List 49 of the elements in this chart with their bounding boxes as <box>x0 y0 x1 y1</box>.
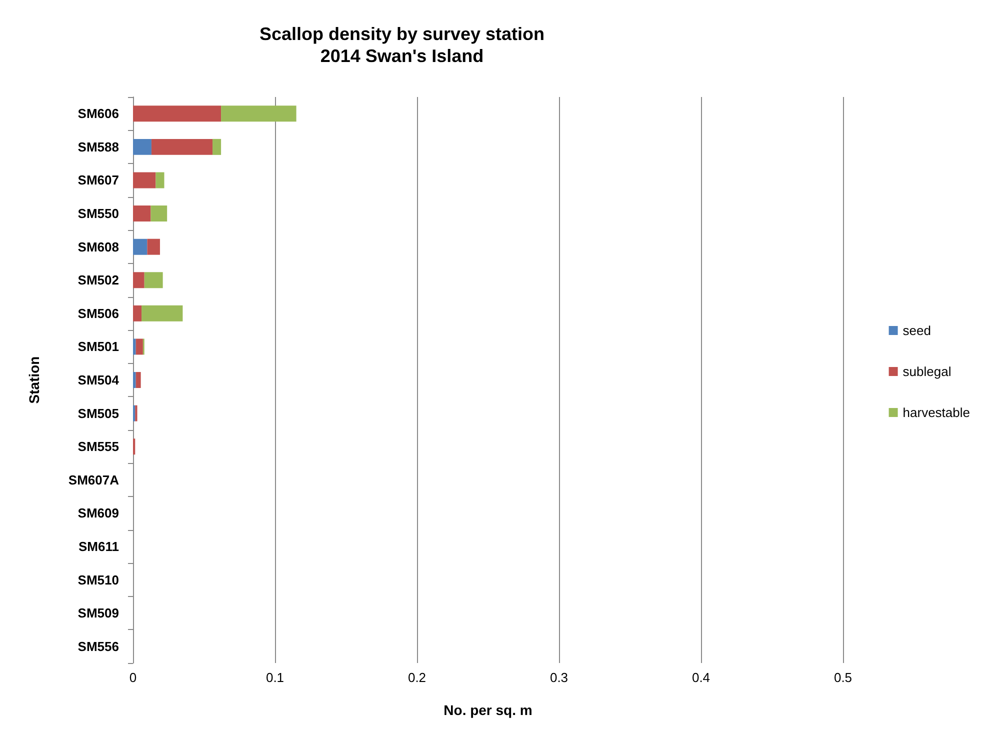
bar <box>133 305 142 322</box>
bar <box>144 272 163 288</box>
y-tick-label: SM608 <box>78 239 119 254</box>
bar <box>136 338 143 355</box>
bar <box>133 206 151 222</box>
bar <box>156 172 164 188</box>
x-tick-label: 0 <box>129 670 137 685</box>
y-tick-label: SM550 <box>78 206 119 222</box>
x-tick-label: 0.3 <box>550 670 568 685</box>
bar <box>142 305 183 322</box>
y-tick-label: SM607A <box>68 472 120 488</box>
bar <box>133 272 144 288</box>
x-tick-label: 0.5 <box>834 670 852 685</box>
y-tick-label: SM607 <box>78 172 119 188</box>
y-tick-label: SM588 <box>78 139 119 154</box>
chart-subtitle: 2014 Swan's Island <box>320 46 484 66</box>
bar <box>212 138 222 155</box>
y-tick-label: SM556 <box>78 638 119 654</box>
x-tick-label: 0.4 <box>692 670 710 685</box>
bar <box>147 238 160 255</box>
bar <box>136 372 141 388</box>
y-tick-label: SM502 <box>78 272 119 288</box>
bar <box>133 172 156 188</box>
x-axis-title: No. per sq. m <box>444 702 532 718</box>
y-tick-label: SM611 <box>78 538 119 554</box>
bar <box>221 106 296 122</box>
x-tick-label: 0.1 <box>266 670 284 685</box>
bar <box>133 238 148 255</box>
y-tick-label: SM504 <box>78 372 120 388</box>
y-tick-label: SM501 <box>78 339 119 354</box>
bar <box>133 138 152 155</box>
y-tick-label: SM606 <box>78 106 119 122</box>
legend-label: harvestable <box>902 405 970 420</box>
x-tick-label: 0.2 <box>408 670 426 685</box>
y-tick-label: SM506 <box>78 306 119 321</box>
bar <box>151 138 213 155</box>
bar <box>133 372 136 388</box>
bar <box>150 206 168 222</box>
legend-label: sublegal <box>902 364 952 379</box>
legend-label: seed <box>902 323 931 338</box>
bar <box>133 106 222 122</box>
y-axis-title: Station <box>26 356 42 404</box>
y-tick-label: SM505 <box>78 406 119 421</box>
y-tick-label: SM609 <box>78 506 119 521</box>
y-tick-label: SM510 <box>78 572 119 588</box>
bar <box>133 338 136 355</box>
y-tick-label: SM509 <box>78 606 119 621</box>
chart-title: Scallop density by survey station <box>259 24 545 44</box>
y-tick-label: SM555 <box>78 439 119 454</box>
